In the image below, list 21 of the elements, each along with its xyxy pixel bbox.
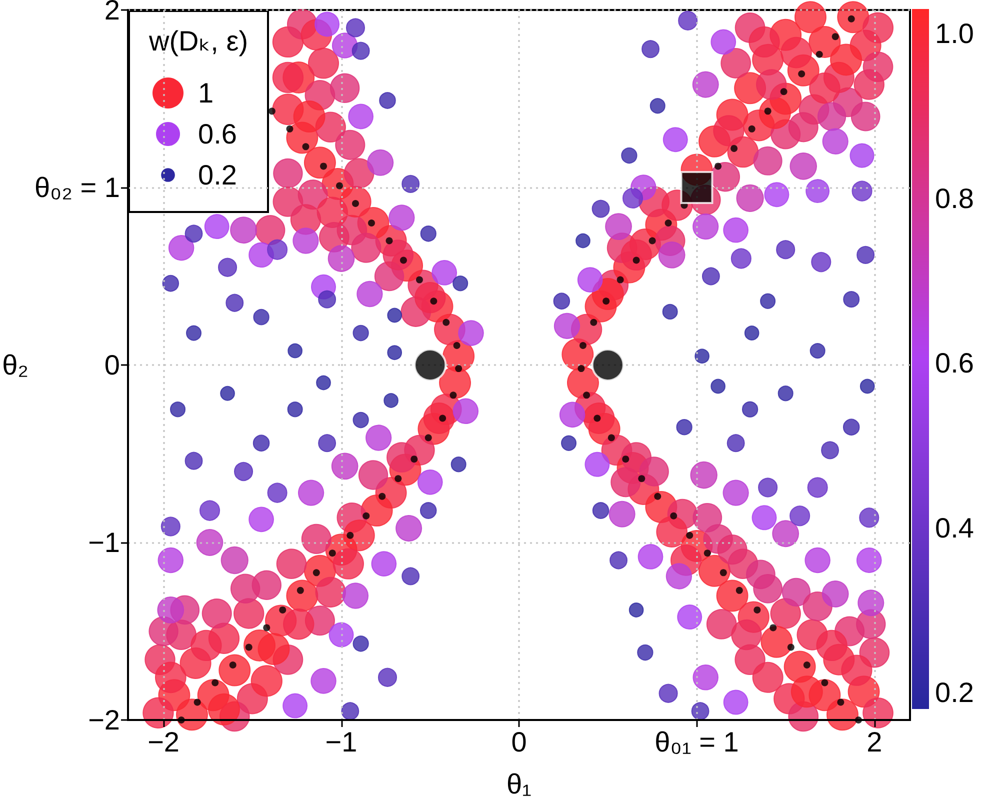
legend-label: 1 [198, 78, 214, 108]
x-tick-label: θ₀₁ = 1 [654, 726, 739, 758]
y-axis-title: θ₂ [2, 350, 29, 380]
x-tick-label: 2 [866, 726, 882, 758]
color-bar-label: 0.6 [935, 348, 974, 379]
color-bar-label: 0.2 [935, 677, 974, 708]
x-tick-label: 0 [511, 726, 527, 758]
legend-label: 0.2 [198, 160, 237, 190]
y-tick-label: 0 [104, 350, 120, 380]
y-tick-label: 2 [104, 0, 120, 26]
color-bar-label: 0.4 [935, 512, 974, 544]
y-tick-label: −1 [88, 527, 120, 558]
y-tick-label: −2 [88, 704, 120, 736]
color-bar-label: 1.0 [935, 18, 974, 50]
x-tick-label: −2 [148, 726, 180, 758]
y-tick-label: θ₀₂ = 1 [34, 172, 120, 203]
x-tick-label: −1 [325, 726, 358, 758]
legend-label: 0.6 [198, 118, 237, 150]
color-bar-label: 0.8 [935, 182, 974, 214]
x-axis-title: θ₁ [506, 768, 532, 800]
legend-title: w(Dₖ, ε) [148, 26, 248, 56]
